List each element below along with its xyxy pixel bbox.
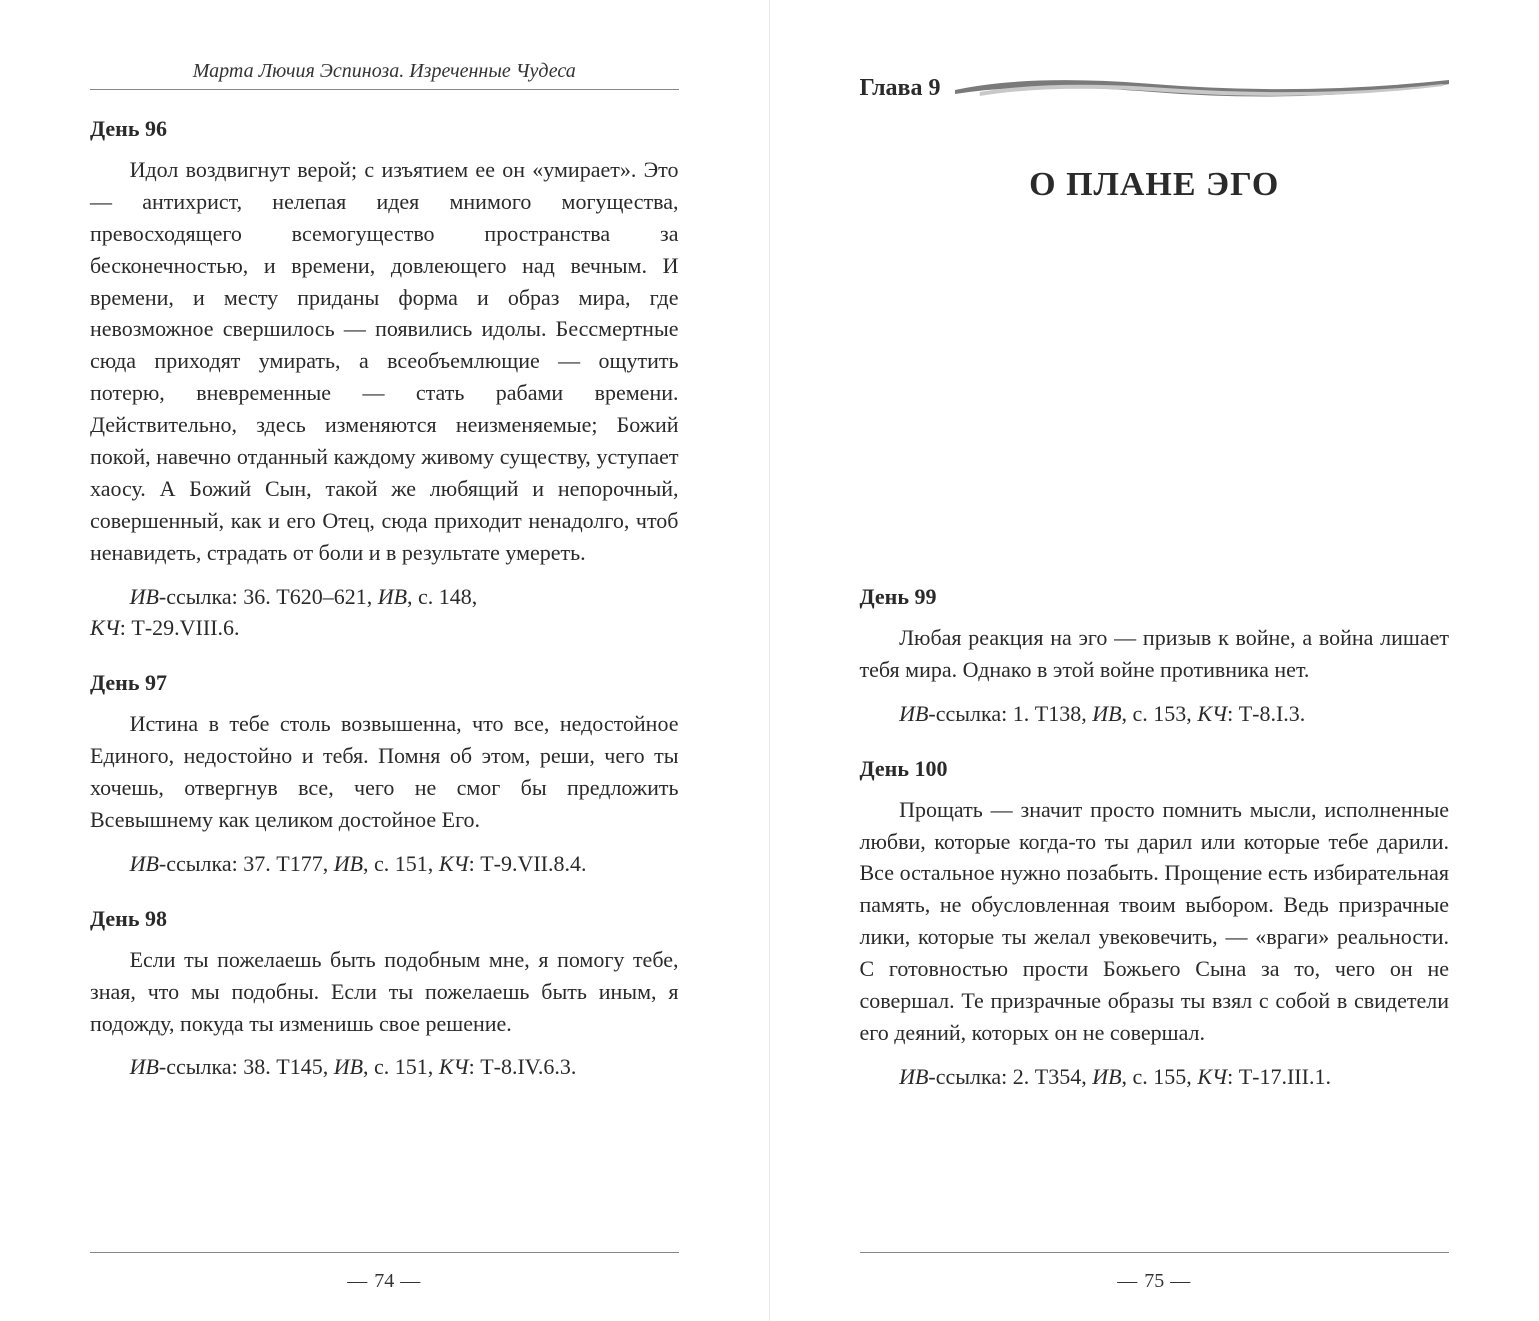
day-body: Истина в тебе столь возвышенна, что все,… bbox=[90, 708, 679, 836]
ref-text: -ссылка: 36. Т620–621, bbox=[159, 584, 378, 609]
ref-kc: КЧ bbox=[439, 851, 469, 876]
ref-kc: КЧ bbox=[1197, 701, 1227, 726]
day-reference: ИВ-ссылка: 36. Т620–621, ИВ, с. 148, КЧ:… bbox=[90, 581, 679, 645]
ref-iv: ИВ bbox=[1092, 701, 1121, 726]
ref-kc: КЧ bbox=[439, 1054, 469, 1079]
ref-iv-prefix: ИВ bbox=[130, 584, 159, 609]
ref-text: -ссылка: 2. Т354, bbox=[928, 1064, 1092, 1089]
ref-tail: : Т-29.VIII.6. bbox=[120, 615, 240, 640]
ref-text: , с. 155, bbox=[1122, 1064, 1198, 1089]
ref-iv: ИВ bbox=[334, 1054, 363, 1079]
page-number: — 74 — bbox=[0, 1270, 769, 1293]
ref-text: -ссылка: 38. Т145, bbox=[159, 1054, 334, 1079]
ref-iv: ИВ bbox=[334, 851, 363, 876]
day-body: Любая реакция на эго — призыв к войне, а… bbox=[860, 622, 1450, 686]
ref-iv-prefix: ИВ bbox=[899, 701, 928, 726]
ref-tail: : Т-8.IV.6.3. bbox=[469, 1054, 577, 1079]
ref-text: , с. 153, bbox=[1122, 701, 1198, 726]
day-heading: День 98 bbox=[90, 906, 679, 932]
right-page: Глава 9 О ПЛАНЕ ЭГО День 99 Любая реакци… bbox=[770, 0, 1539, 1321]
chapter-header: Глава 9 bbox=[860, 70, 1450, 106]
day-reference: ИВ-ссылка: 37. Т177, ИВ, с. 151, КЧ: Т-9… bbox=[90, 848, 679, 880]
day-body: Идол воздвигнут верой; с изъятием ее он … bbox=[90, 154, 679, 569]
left-page: Марта Лючия Эспиноза. Изреченные Чудеса … bbox=[0, 0, 770, 1321]
page-number-value: 75 bbox=[1144, 1270, 1164, 1292]
header-rule bbox=[90, 89, 679, 90]
ref-kc: КЧ bbox=[1197, 1064, 1227, 1089]
ref-iv-prefix: ИВ bbox=[130, 851, 159, 876]
ref-iv-prefix: ИВ bbox=[130, 1054, 159, 1079]
ref-tail: : Т-8.I.3. bbox=[1227, 701, 1305, 726]
chapter-label: Глава 9 bbox=[860, 75, 941, 102]
page-number: — 75 — bbox=[770, 1270, 1539, 1293]
ref-iv: ИВ bbox=[1092, 1064, 1121, 1089]
day-body: Если ты пожелаешь быть подобным мне, я п… bbox=[90, 944, 679, 1040]
day-reference: ИВ-ссылка: 1. Т138, ИВ, с. 153, КЧ: Т-8.… bbox=[860, 698, 1450, 730]
chapter-title: О ПЛАНЕ ЭГО bbox=[860, 166, 1450, 204]
swoosh-ornament-icon bbox=[955, 70, 1450, 106]
day-body: Прощать — значит просто помнить мысли, и… bbox=[860, 794, 1450, 1049]
ref-text: , с. 151, bbox=[363, 1054, 439, 1079]
day-heading: День 97 bbox=[90, 670, 679, 696]
ref-tail: : Т-9.VII.8.4. bbox=[469, 851, 587, 876]
footer-rule bbox=[860, 1252, 1450, 1253]
day-heading: День 99 bbox=[860, 584, 1450, 610]
page-number-value: 74 bbox=[374, 1270, 394, 1292]
day-reference: ИВ-ссылка: 2. Т354, ИВ, с. 155, КЧ: Т-17… bbox=[860, 1061, 1450, 1093]
day-reference: ИВ-ссылка: 38. Т145, ИВ, с. 151, КЧ: Т-8… bbox=[90, 1051, 679, 1083]
ref-tail: : Т-17.III.1. bbox=[1227, 1064, 1331, 1089]
day-heading: День 100 bbox=[860, 756, 1450, 782]
ref-text: -ссылка: 37. Т177, bbox=[159, 851, 334, 876]
day-heading: День 96 bbox=[90, 116, 679, 142]
running-header: Марта Лючия Эспиноза. Изреченные Чудеса bbox=[90, 60, 679, 83]
ref-text: -ссылка: 1. Т138, bbox=[928, 701, 1092, 726]
ref-iv: ИВ bbox=[378, 584, 407, 609]
ref-iv-prefix: ИВ bbox=[899, 1064, 928, 1089]
footer-rule bbox=[90, 1252, 679, 1253]
ref-text: , с. 151, bbox=[363, 851, 439, 876]
ref-text: , с. 148, bbox=[407, 584, 477, 609]
ref-kc: КЧ bbox=[90, 615, 120, 640]
